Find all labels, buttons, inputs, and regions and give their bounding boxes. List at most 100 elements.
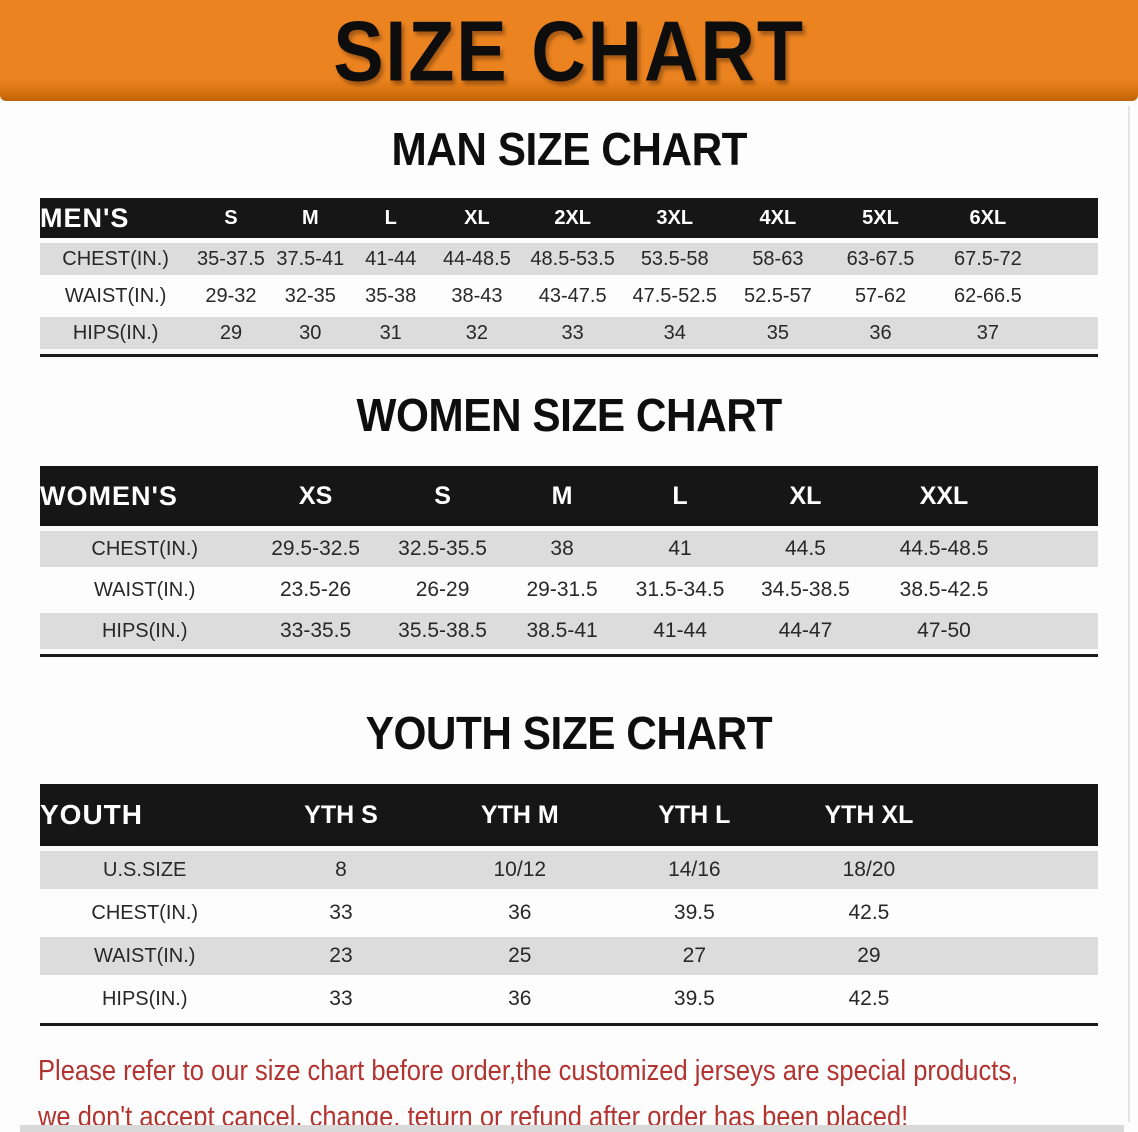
- cell-value: 44.5-48.5: [871, 531, 1017, 567]
- column-header: L: [349, 198, 432, 238]
- row-label: U.S.SIZE: [40, 851, 250, 889]
- cell-value: 47.5-52.5: [632, 284, 717, 307]
- cell-value: 34: [622, 317, 727, 349]
- cell-filler: [956, 980, 1098, 1018]
- row-label: HIPS(IN.): [101, 987, 188, 1010]
- table-row: U.S.SIZE 8 10/12 14/16 18/20: [40, 851, 1098, 889]
- cell-value: 32-35: [284, 284, 336, 307]
- column-header: 2XL: [522, 198, 623, 238]
- column-header-filler: [956, 784, 1098, 846]
- cell-filler: [1043, 317, 1098, 349]
- man-size-chart-table-box: MEN'S S M L XL 2XL 3XL 4XL 5XL 6XL CHEST(IN.) 35-37…: [40, 193, 1098, 357]
- womens-size-table: WOMEN'S XS S M L XL XXL CHEST(IN.) 29.5-32.5 32.5…: [40, 461, 1098, 654]
- cell-value: 38.5-42.5: [899, 578, 989, 601]
- cell-value: 36: [508, 901, 532, 924]
- cell-filler: [1043, 243, 1098, 275]
- cell-value: 36: [829, 317, 932, 349]
- header-row: YOUTH YTH S YTH M YTH L YTH XL: [40, 784, 1098, 846]
- cell-value: 29: [781, 937, 957, 975]
- cell-filler: [956, 894, 1098, 932]
- cell-value: 35: [726, 317, 830, 349]
- mens-size-table: MEN'S S M L XL 2XL 3XL 4XL 5XL 6XL CHEST(IN.) 35-37…: [40, 193, 1098, 354]
- cell-value: 14/16: [607, 851, 782, 889]
- cell-filler: [1016, 572, 1098, 608]
- man-size-chart-section: MAN SIZE CHART MEN'S S M L XL 2XL 3XL 4XL 5XL 6XL C…: [0, 125, 1138, 357]
- cell-value: 35.5-38.5: [381, 613, 504, 649]
- column-header: S: [381, 466, 504, 526]
- column-header: XS: [249, 466, 382, 526]
- column-header-filler: [1016, 466, 1098, 526]
- cell-value: 23: [249, 937, 433, 975]
- cell-value: 52.5-57: [743, 284, 812, 307]
- column-header: 5XL: [829, 198, 932, 238]
- column-header: S: [191, 198, 271, 238]
- row-label: WAIST(IN.): [40, 937, 250, 975]
- table-row: HIPS(IN.) 33 36 39.5 42.5: [40, 980, 1098, 1018]
- table-group-label: YOUTH: [40, 784, 250, 846]
- row-label: CHEST(IN.): [91, 901, 199, 924]
- cell-value: 43-47.5: [538, 284, 607, 307]
- cell-value: 42.5: [848, 901, 890, 924]
- cell-filler: [956, 937, 1098, 975]
- cell-value: 35-38: [365, 284, 417, 307]
- cell-value: 26-29: [415, 578, 470, 601]
- cell-value: 18/20: [781, 851, 957, 889]
- header-row: WOMEN'S XS S M L XL XXL: [40, 466, 1098, 526]
- cell-value: 63-67.5: [829, 243, 932, 275]
- cell-value: 10/12: [432, 851, 608, 889]
- cell-filler: [1044, 280, 1098, 312]
- cell-value: 39.5: [673, 901, 715, 924]
- table-row: CHEST(IN.) 29.5-32.5 32.5-35.5 38 41 44.5 44.5…: [40, 531, 1098, 567]
- row-label: HIPS(IN.): [40, 317, 192, 349]
- row-label: WAIST(IN.): [94, 578, 196, 601]
- cell-value: 25: [432, 937, 608, 975]
- cell-value: 62-66.5: [953, 284, 1022, 307]
- row-label: HIPS(IN.): [40, 613, 250, 649]
- table-row: HIPS(IN.) 29 30 31 32 33 34 35 36 37: [40, 317, 1098, 349]
- cell-value: 34.5-38.5: [761, 578, 850, 601]
- table-row: WAIST(IN.) 29-32 32-35 35-38 38-43 43-47.5 47.…: [40, 280, 1098, 312]
- column-header: L: [620, 466, 740, 526]
- column-header: M: [503, 466, 621, 526]
- column-header: 3XL: [622, 198, 727, 238]
- cell-value: 58-63: [726, 243, 830, 275]
- column-header: YTH M: [432, 784, 608, 846]
- size-sections: MAN SIZE CHART MEN'S S M L XL 2XL 3XL 4XL 5XL 6XL C…: [0, 125, 1138, 1026]
- cell-value: 33: [329, 901, 353, 924]
- cell-value: 48.5-53.5: [522, 243, 623, 275]
- cell-value: 44-48.5: [431, 243, 523, 275]
- cell-value: 37: [931, 317, 1044, 349]
- youth-size-chart-heading: YOUTH SIZE CHART: [365, 707, 773, 759]
- cell-value: 36: [508, 987, 532, 1010]
- table-row: CHEST(IN.) 33 36 39.5 42.5: [40, 894, 1098, 932]
- cell-value: 32: [431, 317, 523, 349]
- cell-value: 33-35.5: [249, 613, 382, 649]
- table-group-label: WOMEN'S: [40, 466, 250, 526]
- table-row: CHEST(IN.) 35-37.5 37.5-41 41-44 44-48.5 48.5…: [40, 243, 1098, 275]
- cell-filler: [1016, 613, 1098, 649]
- man-size-chart-heading: MAN SIZE CHART: [391, 123, 747, 175]
- banner-title: SIZE CHART: [333, 2, 805, 99]
- column-header: M: [270, 198, 350, 238]
- image-edge-artifact-right: [1128, 106, 1130, 1122]
- cell-value: 42.5: [848, 987, 890, 1010]
- cell-value: 44-47: [739, 613, 872, 649]
- cell-value: 47-50: [871, 613, 1017, 649]
- column-header: YTH XL: [781, 784, 957, 846]
- women-size-chart-table-box: WOMEN'S XS S M L XL XXL CHEST(IN.) 29.5-32.5 32.5…: [40, 461, 1098, 657]
- cell-value: 29.5-32.5: [249, 531, 382, 567]
- cell-value: 30: [270, 317, 350, 349]
- column-header: XL: [739, 466, 872, 526]
- column-header: XXL: [871, 466, 1017, 526]
- cell-value: 57-62: [854, 284, 907, 307]
- youth-size-chart-section: YOUTH SIZE CHART YOUTH YTH S YTH M YTH L YTH …: [0, 709, 1138, 1026]
- column-header: XL: [431, 198, 523, 238]
- column-header-filler: [1043, 198, 1098, 238]
- table-group-label: MEN'S: [40, 198, 192, 238]
- disclaimer: Please refer to our size chart before or…: [38, 1048, 1138, 1132]
- table-row: HIPS(IN.) 33-35.5 35.5-38.5 38.5-41 41-44 44-…: [40, 613, 1098, 649]
- table-row: WAIST(IN.) 23 25 27 29: [40, 937, 1098, 975]
- cell-value: 37.5-41: [270, 243, 350, 275]
- row-label: CHEST(IN.): [40, 243, 192, 275]
